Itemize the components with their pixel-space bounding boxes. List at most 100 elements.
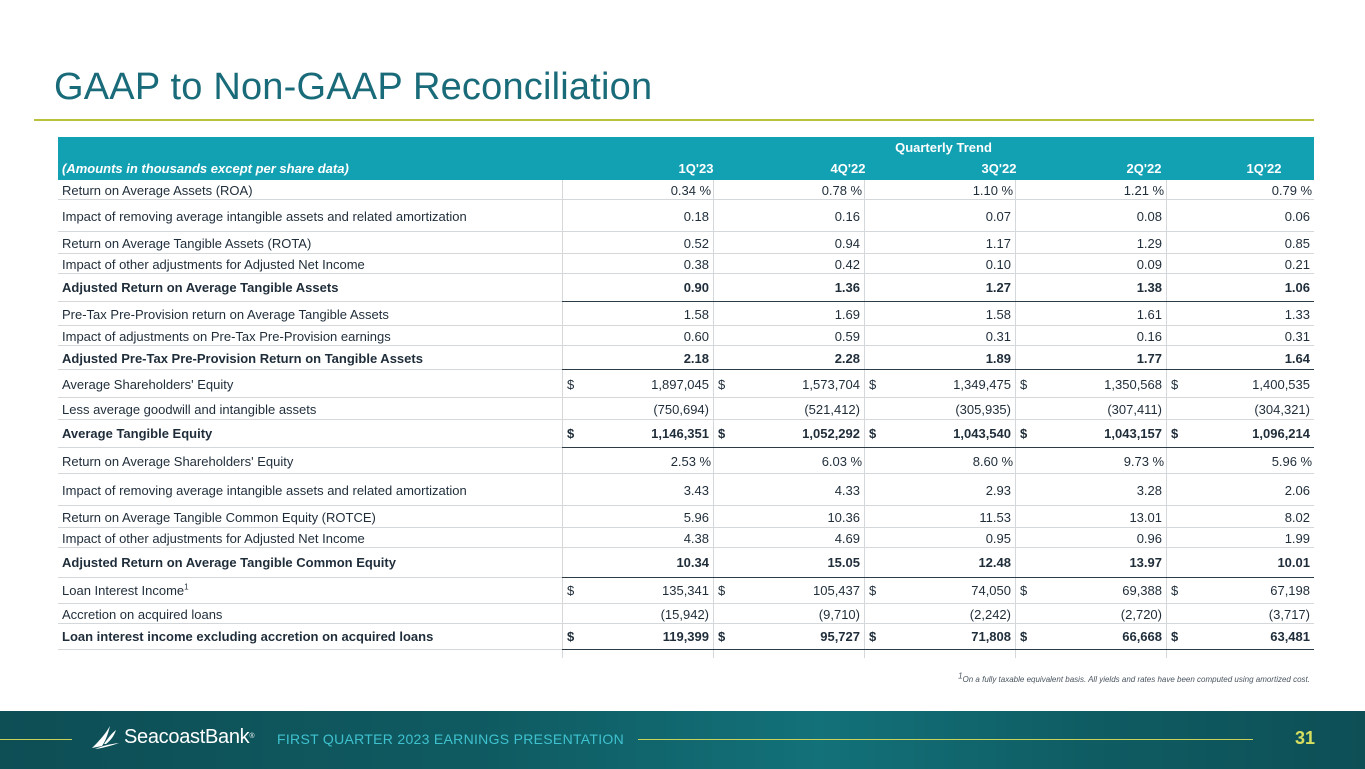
cell-value: 0.31 [985,329,1011,344]
cell-value: 95,727 [820,629,860,644]
row-label: Return on Average Assets (ROA) [62,183,253,198]
table-cell [864,650,1015,658]
table-cell: $105,437 [713,578,864,603]
cell-value: 1.99 [1284,531,1310,546]
table-cell [1015,650,1166,658]
row-label: Impact of other adjustments for Adjusted… [62,531,365,546]
table-row: Impact of removing average intangible as… [58,474,1314,506]
currency-symbol: $ [718,426,726,441]
table-cell: $1,146,351 [562,420,713,447]
table-cell: 0.85 [1166,232,1314,253]
header-group-label: Quarterly Trend [895,140,992,155]
footer-rule-left [0,739,72,740]
cell-value: 0.07 [985,209,1011,224]
currency-symbol: $ [718,583,726,598]
cell-value: 135,341 [662,583,709,598]
header-units-label: (Amounts in thousands except per share d… [62,161,349,176]
table-cell: (15,942) [562,604,713,623]
table-cell: 0.18 [562,200,713,231]
cell-value: 3.43 [683,483,709,498]
row-label: Adjusted Pre-Tax Pre-Provision Return on… [62,351,423,366]
cell-value: (9,710) [818,607,860,622]
table-row: Return on Average Shareholders' Equity 2.… [58,448,1314,474]
cell-value: 1,350,568 [1104,377,1162,392]
table-cell: 0.10 [864,254,1015,273]
table-cell: 1.69 [713,302,864,325]
table-row: Return on Average Tangible Assets (ROTA)… [58,232,1314,254]
percent-sign: % [1001,183,1013,198]
table-cell [562,650,713,658]
cell-value: 8.60 [972,454,998,469]
row-label: Impact of adjustments on Pre-Tax Pre-Pro… [62,329,391,344]
percent-sign: % [699,183,711,198]
cell-value: 4.69 [834,531,860,546]
cell-value: 0.90 [683,280,709,295]
table-cell: 1.17 [864,232,1015,253]
table-row: Loan interest income excluding accretion… [58,624,1314,650]
cell-value: 1.58 [985,307,1011,322]
sail-icon [92,726,119,749]
table-cell: 0.96 [1015,528,1166,547]
cell-value: 63,481 [1270,629,1310,644]
table-cell: (305,935) [864,398,1015,419]
table-cell: 1.36 [713,274,864,301]
cell-value: 2.93 [985,483,1011,498]
table-cell: $1,096,214 [1166,420,1314,447]
currency-symbol: $ [1171,629,1179,644]
table-cell: 0.16 [1015,326,1166,345]
column-header: 4Q'22 [830,161,866,176]
table-cell: 5.96% [1166,448,1314,473]
table-cell: $1,349,475 [864,370,1015,397]
table-row: Return on Average Tangible Common Equity… [58,506,1314,528]
total-underline [562,649,1314,650]
cell-value: 0.21 [1284,257,1310,272]
percent-sign: % [1300,454,1312,469]
cell-value: 0.34 [670,183,696,198]
table-cell: $1,400,535 [1166,370,1314,397]
table-cell: 11.53 [864,506,1015,527]
row-label: Impact of removing average intangible as… [62,209,467,224]
table-cell: (3,717) [1166,604,1314,623]
percent-sign: % [1300,183,1312,198]
table-cell: 10.36 [713,506,864,527]
page-number: 31 [1294,728,1315,748]
cell-value: (305,935) [955,402,1011,417]
table-row: Impact of other adjustments for Adjusted… [58,528,1314,548]
row-label: Return on Average Tangible Assets (ROTA) [62,236,312,251]
cell-value: (750,694) [653,402,709,417]
cell-value: 1.29 [1136,236,1162,251]
table-cell: 1.29 [1015,232,1166,253]
table-cell: 13.97 [1015,548,1166,577]
table-cell: 1.38 [1015,274,1166,301]
table-cell: 0.16 [713,200,864,231]
cell-value: 1,897,045 [651,377,709,392]
cell-value: 1.10 [972,183,998,198]
cell-value: 12.48 [978,555,1011,570]
cell-value: 1,400,535 [1252,377,1310,392]
table-cell: (304,321) [1166,398,1314,419]
cell-value: 0.78 [821,183,847,198]
cell-value: 0.79 [1271,183,1297,198]
table-cell [1166,650,1314,658]
table-cell: 8.60% [864,448,1015,473]
table-cell [713,650,864,658]
currency-symbol: $ [869,629,877,644]
page-title: GAAP to Non-GAAP Reconciliation [54,66,653,108]
table-row: Impact of other adjustments for Adjusted… [58,254,1314,274]
table-row: Impact of removing average intangible as… [58,200,1314,232]
currency-symbol: $ [1020,426,1028,441]
cell-value: 2.06 [1284,483,1310,498]
table-row: Accretion on acquired loans (15,942) (9,71… [58,604,1314,624]
presentation-title: FIRST QUARTER 2023 EARNINGS PRESENTATION [277,731,625,747]
percent-sign: % [1152,183,1164,198]
table-cell: 1.61 [1015,302,1166,325]
table-cell: 10.34 [562,548,713,577]
currency-symbol: $ [1171,583,1179,598]
currency-symbol: $ [869,377,877,392]
row-label: Less average goodwill and intangible ass… [62,402,317,417]
table-cell: 3.28 [1015,474,1166,505]
currency-symbol: $ [567,377,575,392]
row-label: Adjusted Return on Average Tangible Comm… [62,555,396,570]
cell-value: 1.06 [1284,280,1310,295]
table-cell: (521,412) [713,398,864,419]
